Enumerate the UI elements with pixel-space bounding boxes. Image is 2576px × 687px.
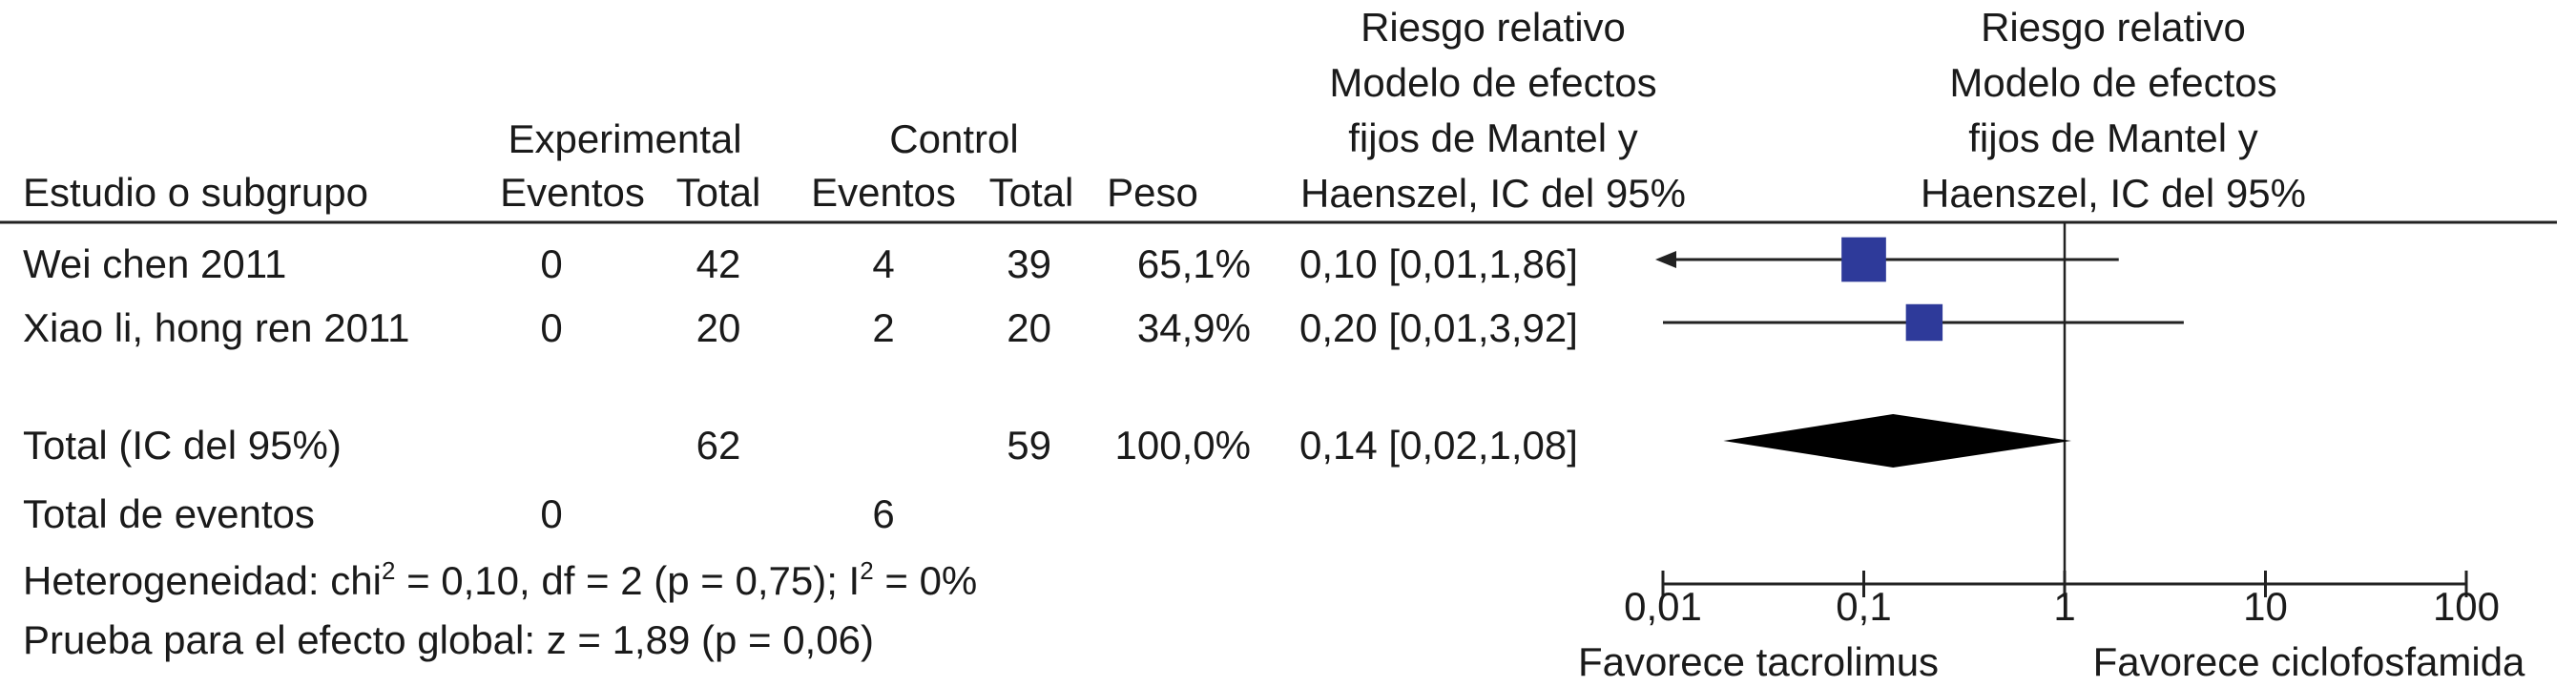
total-ctrl-total: 59 xyxy=(1007,423,1051,468)
header-plot: Riesgo relativo Modelo de efectos fijos … xyxy=(1884,0,2342,221)
pooled-diamond xyxy=(1723,414,2072,468)
row-2-study: Xiao li, hong ren 2011 xyxy=(23,305,410,350)
header-ci-line-1: Riesgo relativo xyxy=(1361,5,1626,50)
row-2-ci: 0,20 [0,01,3,92] xyxy=(1299,305,1578,350)
x-tick-label: 100 xyxy=(2433,584,2500,629)
header-ctrl-events: Eventos xyxy=(811,170,956,215)
events-total-label: Total de eventos xyxy=(23,491,315,536)
header-weight: Peso xyxy=(1107,170,1198,215)
events-total-ctrl: 6 xyxy=(872,491,895,536)
row-1-ctrl-total: 39 xyxy=(1007,241,1051,286)
row-2-weight: 34,9% xyxy=(1136,305,1251,350)
header-exp-total: Total xyxy=(675,170,761,215)
row-2-exp-events: 0 xyxy=(540,305,563,350)
header-ctrl-total: Total xyxy=(988,170,1074,215)
row-2-exp-total: 20 xyxy=(696,305,741,350)
header-ci-line-3: fijos de Mantel y xyxy=(1348,115,1638,160)
x-tick-label: 10 xyxy=(2243,584,2288,629)
total-ci: 0,14 [0,02,1,08] xyxy=(1299,423,1578,468)
row-1-study: Wei chen 2011 xyxy=(23,241,287,286)
header-study: Estudio o subgrupo xyxy=(23,170,368,215)
ci-arrow xyxy=(1655,251,1676,268)
row-1-exp-total: 42 xyxy=(696,241,741,286)
header-plot-line-4: Haenszel, IC del 95% xyxy=(1921,171,2306,216)
row-1-ctrl-events: 4 xyxy=(872,241,895,286)
row-1-exp-events: 0 xyxy=(540,241,563,286)
header-plot-line-3: fijos de Mantel y xyxy=(1968,115,2258,160)
header-experimental: Experimental xyxy=(508,116,742,161)
favours-right-label: Favorece ciclofosfamida xyxy=(2093,639,2525,684)
total-label: Total (IC del 95%) xyxy=(23,423,342,468)
row-1-weight: 65,1% xyxy=(1136,241,1251,286)
events-total-exp: 0 xyxy=(540,491,563,536)
header-ci-line-2: Modelo de efectos xyxy=(1329,60,1657,105)
study-marker xyxy=(1841,237,1886,282)
x-tick-label: 0,01 xyxy=(1624,584,1702,629)
header-ci-line-4: Haenszel, IC del 95% xyxy=(1300,171,1686,216)
heterogeneity-text: Heterogeneidad: chi2 = 0,10, df = 2 (p =… xyxy=(23,556,978,603)
favours-left-label: Favorece tacrolimus xyxy=(1578,639,1939,684)
study-marker xyxy=(1905,303,1943,342)
header-plot-line-2: Modelo de efectos xyxy=(1949,60,2277,105)
header-exp-events: Eventos xyxy=(500,170,645,215)
header-ci: Riesgo relativo Modelo de efectos fijos … xyxy=(1264,0,1722,221)
row-2-ctrl-total: 20 xyxy=(1007,305,1051,350)
row-2-ctrl-events: 2 xyxy=(872,305,895,350)
header-control: Control xyxy=(889,116,1019,161)
header-plot-line-1: Riesgo relativo xyxy=(1981,5,2246,50)
x-tick-label: 1 xyxy=(2053,584,2075,629)
overall-effect-text: Prueba para el efecto global: z = 1,89 (… xyxy=(23,617,874,662)
total-exp-total: 62 xyxy=(696,423,741,468)
x-tick-label: 0,1 xyxy=(1836,584,1891,629)
total-weight: 100,0% xyxy=(1114,423,1251,468)
row-1-ci: 0,10 [0,01,1,86] xyxy=(1299,241,1578,286)
